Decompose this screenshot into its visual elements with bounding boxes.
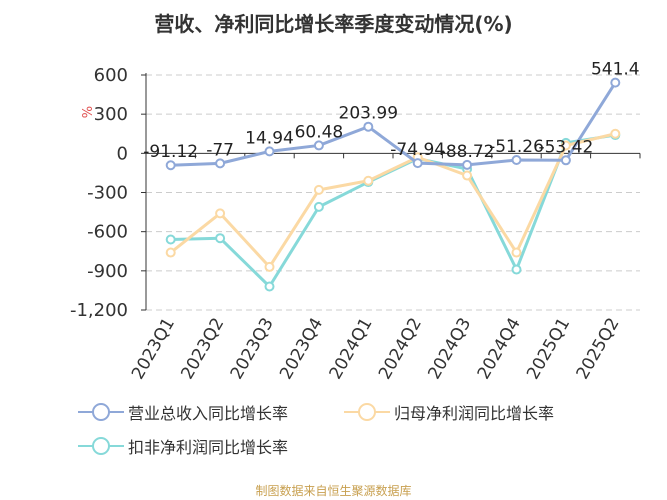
data-point [363, 175, 374, 186]
x-tick-label: 2023Q4 [276, 315, 327, 383]
y-axis-unit-label: % [81, 106, 96, 118]
data-point [610, 77, 621, 88]
data-point [313, 140, 324, 151]
data-label: 203.99 [339, 104, 398, 124]
legend-label-deducted-profit: 扣非净利润同比增长率 [128, 438, 289, 457]
legend-item-net-profit[interactable]: 归母净利润同比增长率 [344, 400, 554, 424]
data-point [560, 155, 571, 166]
data-point [313, 201, 324, 212]
data-point [215, 208, 226, 219]
data-point [215, 158, 226, 169]
x-tick-label: 2024Q4 [474, 315, 525, 383]
data-label: -77 [206, 140, 234, 160]
y-tick-label: -900 [87, 261, 128, 282]
legend-item-revenue[interactable]: 营业总收入同比增长率 [78, 400, 288, 424]
data-point [264, 261, 275, 272]
data-label: -74.94 [390, 140, 445, 160]
legend-item-deducted-profit[interactable]: 扣非净利润同比增长率 [78, 434, 288, 458]
data-label: -88.72 [440, 142, 495, 162]
data-point [462, 159, 473, 170]
y-tick-label: -600 [87, 222, 128, 243]
x-tick-label: 2023Q2 [177, 315, 228, 383]
data-label: 541.4 [591, 60, 640, 80]
chart-title: 营收、净利同比增长率季度变动情况(%) [154, 12, 513, 36]
data-label: 14.94 [245, 128, 294, 148]
y-tick-label: -1,200 [70, 300, 128, 321]
x-tick-label: 2025Q2 [573, 315, 624, 383]
data-point [215, 233, 226, 244]
data-point [412, 158, 423, 169]
x-tick-label: 2024Q1 [326, 315, 377, 383]
source-note: 制图数据来自恒生聚源数据库 [255, 484, 412, 498]
data-point [462, 170, 473, 181]
series-lines [165, 77, 621, 292]
data-point [511, 264, 522, 275]
data-point [313, 184, 324, 195]
data-point [264, 281, 275, 292]
legend-net-profit-icon [344, 403, 390, 421]
data-label: -51.26 [489, 137, 544, 157]
legend-revenue-icon [78, 403, 124, 421]
data-point [165, 160, 176, 171]
grid-lines [146, 74, 640, 311]
x-tick-label: 2025Q1 [523, 315, 574, 383]
data-point [363, 121, 374, 132]
y-tick-label: -300 [87, 183, 128, 204]
data-point [165, 234, 176, 245]
data-point [610, 128, 621, 139]
x-tick-label: 2023Q1 [128, 315, 179, 383]
series-line [170, 81, 617, 167]
x-tick-label: 2024Q3 [424, 314, 475, 382]
legend-deducted-profit-icon [78, 437, 124, 455]
legend-label-net-profit: 归母净利润同比增长率 [394, 404, 555, 423]
data-point [560, 140, 571, 151]
data-label: -91.12 [143, 142, 198, 162]
legend-label-revenue: 营业总收入同比增长率 [128, 404, 289, 423]
x-tick-label: 2024Q2 [375, 315, 426, 383]
data-point [511, 155, 522, 166]
data-point [264, 146, 275, 157]
data-point [165, 247, 176, 258]
x-tick-label: 2023Q3 [227, 315, 278, 383]
y-tick-label: 300 [94, 104, 128, 125]
data-label: 60.48 [295, 122, 344, 142]
y-tick-label: 0 [117, 143, 128, 164]
series-line [169, 132, 616, 269]
data-label: -53.42 [538, 137, 593, 157]
data-point [511, 247, 522, 258]
y-tick-label: 600 [94, 65, 128, 86]
